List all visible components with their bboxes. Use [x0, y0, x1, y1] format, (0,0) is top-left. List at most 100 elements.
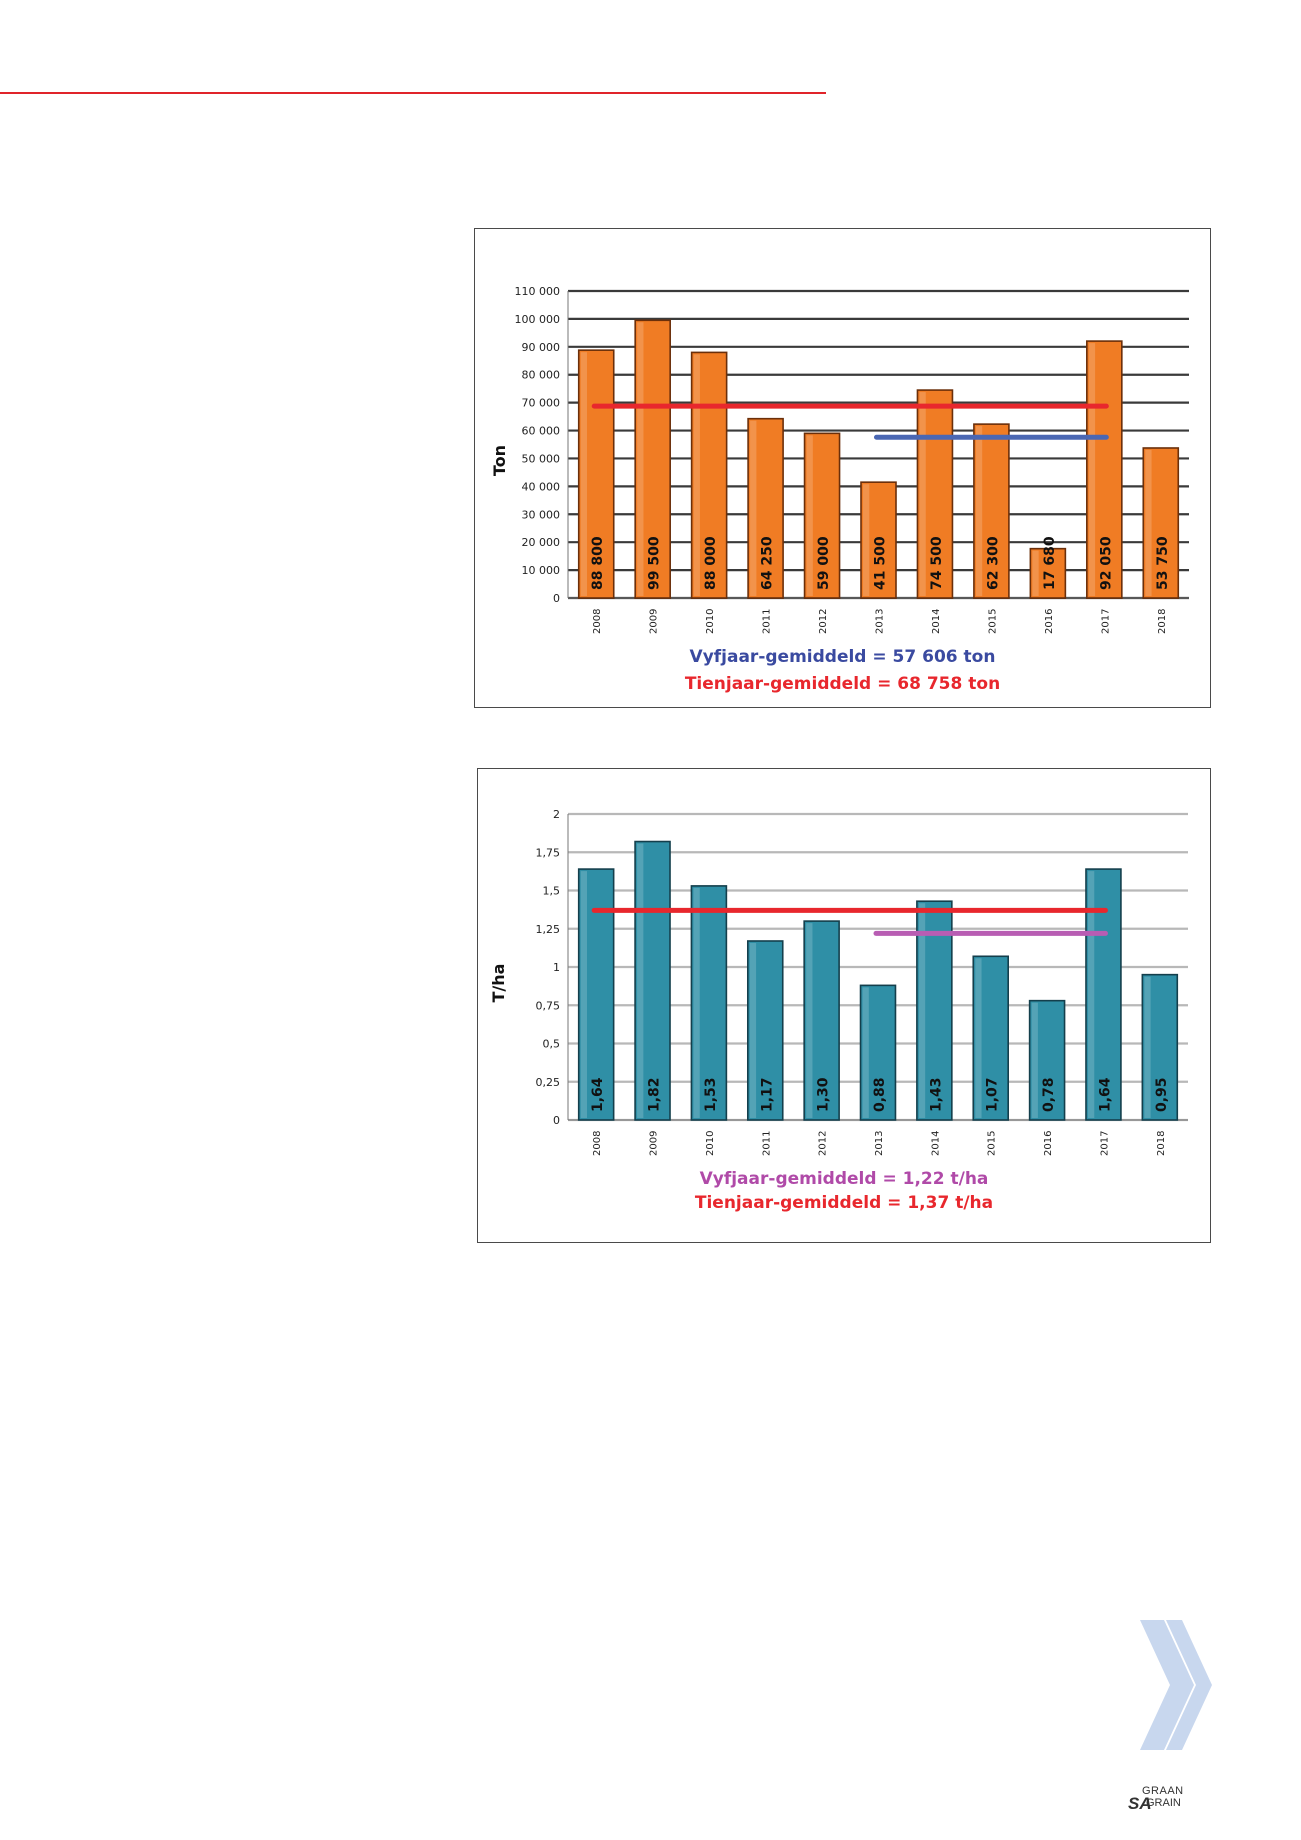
x-tick-label: 2010	[705, 609, 716, 634]
bar-highlight	[1031, 1002, 1038, 1118]
header-rule	[0, 92, 826, 94]
x-tick-label: 2012	[818, 1131, 829, 1156]
bar	[803, 920, 840, 1121]
bar-value-label: 92 050	[1098, 536, 1114, 590]
y-tick-label: 1,75	[536, 846, 561, 859]
y-tick-label: 1,25	[536, 923, 561, 936]
bar	[803, 432, 841, 599]
five-year-average-caption: Vyfjaar-gemiddeld = 1,22 t/ha	[699, 1169, 989, 1189]
bar	[634, 319, 671, 599]
bar-highlight	[1032, 550, 1039, 596]
bar-value-label: 88 000	[703, 536, 719, 590]
x-tick-label: 2011	[762, 609, 773, 634]
x-tick-label: 2015	[987, 609, 998, 634]
x-tick-label: 2014	[930, 1131, 941, 1156]
y-tick-label: 30 000	[522, 508, 561, 521]
x-tick-label: 2015	[987, 1131, 998, 1156]
five-year-average-caption: Vyfjaar-gemiddeld = 57 606 ton	[689, 647, 996, 667]
sa-graan-grain-logo: GRAAN SA GRAIN	[1128, 1785, 1208, 1817]
x-tick-label: 2017	[1100, 609, 1111, 634]
x-tick-label: 2016	[1043, 1131, 1054, 1156]
bar-highlight	[919, 392, 926, 596]
logo-text-graan: GRAAN	[1142, 1785, 1184, 1797]
bar-value-label: 0,78	[1041, 1077, 1057, 1112]
y-tick-label: 100 000	[515, 313, 561, 326]
bar	[972, 955, 1010, 1121]
y-tick-label: 20 000	[522, 536, 561, 549]
bar-value-label: 0,88	[872, 1077, 888, 1112]
x-tick-label: 2008	[592, 1131, 603, 1156]
bar-highlight	[749, 942, 757, 1118]
bar-value-label: 41 500	[873, 536, 889, 590]
bar-value-label: 62 300	[985, 536, 1001, 590]
bar-value-label: 1,07	[985, 1077, 1001, 1112]
double-chevron-right-icon	[1140, 1620, 1212, 1750]
bar-value-label: 1,30	[816, 1077, 832, 1112]
bar-value-label: 88 800	[590, 536, 606, 590]
bar-highlight	[1088, 343, 1096, 596]
bar-value-label: 1,64	[590, 1077, 606, 1112]
bar-highlight	[750, 420, 757, 596]
x-tick-label: 2009	[649, 609, 660, 634]
bar	[860, 481, 897, 599]
bar-value-label: 74 500	[929, 536, 945, 590]
y-tick-label: 70 000	[522, 397, 561, 410]
bar-value-label: 1,64	[1097, 1077, 1113, 1112]
bar-highlight	[693, 887, 700, 1118]
bar-highlight	[975, 426, 983, 596]
x-tick-label: 2009	[649, 1131, 660, 1156]
y-tick-label: 90 000	[522, 341, 561, 354]
bar-highlight	[806, 923, 813, 1118]
y-tick-label: 0	[553, 592, 560, 605]
bar-value-label: 1,17	[759, 1077, 775, 1112]
bar-value-label: 59 000	[816, 536, 832, 590]
y-tick-label: 0,75	[536, 999, 561, 1012]
bar-highlight	[862, 484, 870, 596]
bar-highlight	[1144, 976, 1151, 1118]
production-chart-svg: 0 10 000 20 000 30 000 40 000 50 000 60 000 70 …	[490, 285, 1189, 634]
ten-year-average-caption: Tienjaar-gemiddeld = 1,37 t/ha	[694, 1193, 994, 1213]
bar	[747, 417, 784, 599]
bar-value-label: 0,95	[1154, 1077, 1170, 1112]
bar-highlight	[975, 958, 982, 1118]
y-axis-title: T/ha	[489, 964, 508, 1003]
y-tick-label: 10 000	[522, 564, 561, 577]
yield-chart: 0 0,25 0,5 0,75 1 1,25 1,5 1,75 2 T/ha 1,64 1,82 1,5…	[477, 768, 1211, 1243]
bar	[1141, 973, 1179, 1121]
x-tick-label: 2012	[818, 609, 829, 634]
y-tick-label: 50 000	[522, 452, 561, 465]
bar-highlight	[693, 354, 700, 596]
bar-highlight	[806, 435, 813, 596]
bar	[1028, 999, 1066, 1121]
bar	[1029, 547, 1067, 599]
bar-value-label: 1,82	[647, 1077, 663, 1112]
bar-value-label: 1,43	[928, 1077, 944, 1112]
bar-highlight	[637, 843, 644, 1118]
bar-highlight	[1087, 871, 1095, 1118]
x-tick-label: 2011	[761, 1131, 772, 1156]
y-tick-label: 1	[553, 961, 560, 974]
production-chart: 0 10 000 20 000 30 000 40 000 50 000 60 000 70 …	[474, 228, 1211, 708]
bar	[577, 349, 615, 599]
bar	[690, 351, 728, 599]
bar	[916, 900, 953, 1121]
bar	[1086, 340, 1123, 599]
bar-highlight	[1145, 449, 1152, 596]
bar	[634, 840, 671, 1121]
bar-value-label: 53 750	[1155, 536, 1171, 590]
x-tick-label: 2008	[592, 609, 603, 634]
x-tick-label: 2016	[1044, 609, 1055, 634]
y-tick-label: 1,5	[543, 885, 561, 898]
x-tick-label: 2018	[1156, 1131, 1167, 1156]
y-tick-label: 40 000	[522, 480, 561, 493]
bar-highlight	[580, 871, 587, 1118]
y-axis-title: Ton	[490, 445, 509, 476]
bar	[973, 423, 1010, 599]
x-tick-label: 2018	[1157, 609, 1168, 634]
y-tick-label: 2	[553, 808, 560, 821]
logo-text-sa: SA	[1128, 1794, 1152, 1813]
y-tick-label: 80 000	[522, 369, 561, 382]
x-tick-label: 2014	[931, 609, 942, 634]
y-tick-label: 110 000	[515, 285, 561, 298]
ten-year-average-caption: Tienjaar-gemiddeld = 68 758 ton	[684, 674, 1001, 694]
